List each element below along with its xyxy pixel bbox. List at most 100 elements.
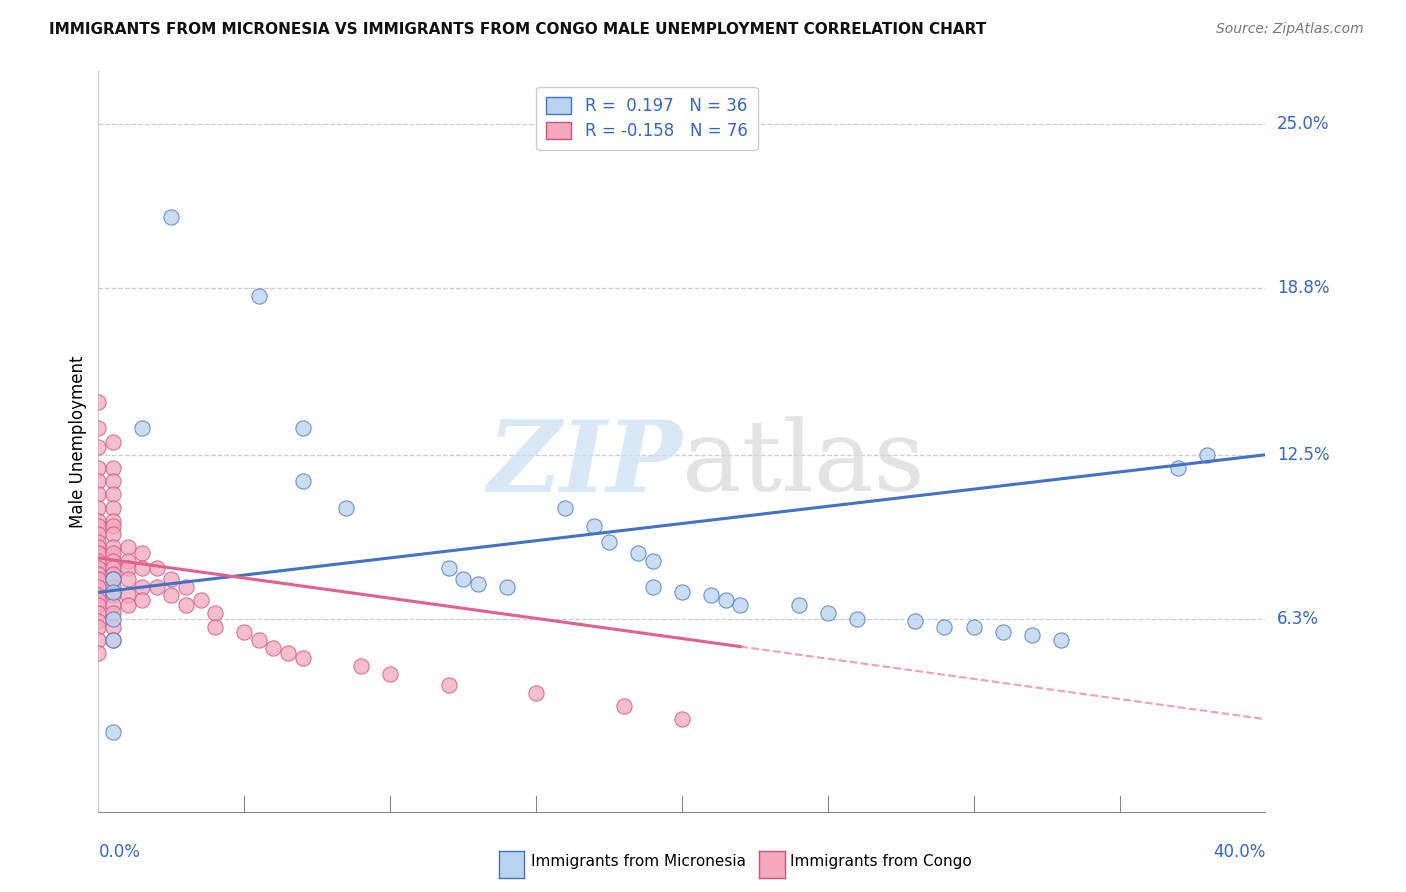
Point <box>277 646 299 660</box>
Point <box>101 599 124 613</box>
Point <box>101 632 124 647</box>
Point <box>87 421 110 435</box>
Point <box>641 580 664 594</box>
Point <box>87 500 110 515</box>
Text: 40.0%: 40.0% <box>1213 844 1265 862</box>
Point <box>87 580 110 594</box>
Point <box>101 725 124 739</box>
Point <box>87 541 110 555</box>
Point <box>846 612 869 626</box>
Point <box>437 678 460 692</box>
Text: ZIP: ZIP <box>486 416 682 512</box>
Point <box>101 514 124 528</box>
Point <box>190 593 212 607</box>
Text: IMMIGRANTS FROM MICRONESIA VS IMMIGRANTS FROM CONGO MALE UNEMPLOYMENT CORRELATIO: IMMIGRANTS FROM MICRONESIA VS IMMIGRANTS… <box>49 22 987 37</box>
Text: 25.0%: 25.0% <box>1277 115 1330 133</box>
Point <box>87 535 110 549</box>
Point <box>87 474 110 488</box>
Point <box>131 580 153 594</box>
Point <box>87 572 110 586</box>
Point <box>671 712 693 726</box>
Point <box>204 620 226 634</box>
Point <box>160 588 183 602</box>
Point <box>131 593 153 607</box>
Point <box>671 585 693 599</box>
Point <box>101 527 124 541</box>
Point <box>612 698 634 713</box>
Point <box>467 577 489 591</box>
Point <box>101 607 124 621</box>
Point <box>117 599 139 613</box>
Point <box>87 527 110 541</box>
Point <box>117 588 139 602</box>
Point <box>87 615 110 629</box>
Point <box>87 461 110 475</box>
Point <box>87 566 110 581</box>
Point <box>101 546 124 560</box>
Point <box>101 461 124 475</box>
Point <box>101 541 124 555</box>
Point <box>437 561 460 575</box>
Point <box>1167 461 1189 475</box>
Point <box>87 487 110 501</box>
Point <box>934 620 956 634</box>
Point <box>131 561 153 575</box>
Point <box>101 572 124 586</box>
Point <box>87 561 110 575</box>
Text: 0.0%: 0.0% <box>98 844 141 862</box>
Point <box>131 546 153 560</box>
Point <box>262 640 284 655</box>
Point <box>160 572 183 586</box>
Point <box>714 593 737 607</box>
Point <box>101 572 124 586</box>
Point <box>101 632 124 647</box>
Point <box>1195 448 1218 462</box>
Point <box>1050 632 1073 647</box>
Text: Immigrants from Congo: Immigrants from Congo <box>790 855 972 869</box>
Point <box>117 553 139 567</box>
Point <box>787 599 810 613</box>
Point <box>962 620 984 634</box>
Point <box>146 561 169 575</box>
Point <box>146 580 169 594</box>
Point <box>87 519 110 533</box>
Point <box>247 289 270 303</box>
Point <box>87 646 110 660</box>
Point <box>101 612 124 626</box>
Point <box>117 572 139 586</box>
Text: atlas: atlas <box>682 416 925 512</box>
Point <box>204 607 226 621</box>
Point <box>101 566 124 581</box>
Point <box>291 651 314 665</box>
Text: 6.3%: 6.3% <box>1277 610 1319 628</box>
Point <box>641 553 664 567</box>
Point <box>1021 627 1043 641</box>
Point <box>174 580 197 594</box>
Point <box>101 434 124 449</box>
Point <box>87 593 110 607</box>
Point <box>87 440 110 454</box>
Point <box>247 632 270 647</box>
Point <box>730 599 752 613</box>
Y-axis label: Male Unemployment: Male Unemployment <box>69 355 87 528</box>
Point <box>87 553 110 567</box>
Point <box>87 632 110 647</box>
Point <box>101 561 124 575</box>
Point <box>101 474 124 488</box>
Point <box>87 395 110 409</box>
Point <box>131 421 153 435</box>
Point <box>174 599 197 613</box>
Point <box>160 210 183 224</box>
Point <box>451 572 474 586</box>
Text: 12.5%: 12.5% <box>1277 446 1330 464</box>
Point <box>101 519 124 533</box>
Point <box>87 607 110 621</box>
Point <box>335 500 357 515</box>
Point <box>101 500 124 515</box>
Point <box>380 667 402 681</box>
Point <box>627 546 650 560</box>
Point <box>598 535 620 549</box>
Point <box>700 588 723 602</box>
Point <box>991 624 1014 639</box>
Point <box>233 624 256 639</box>
